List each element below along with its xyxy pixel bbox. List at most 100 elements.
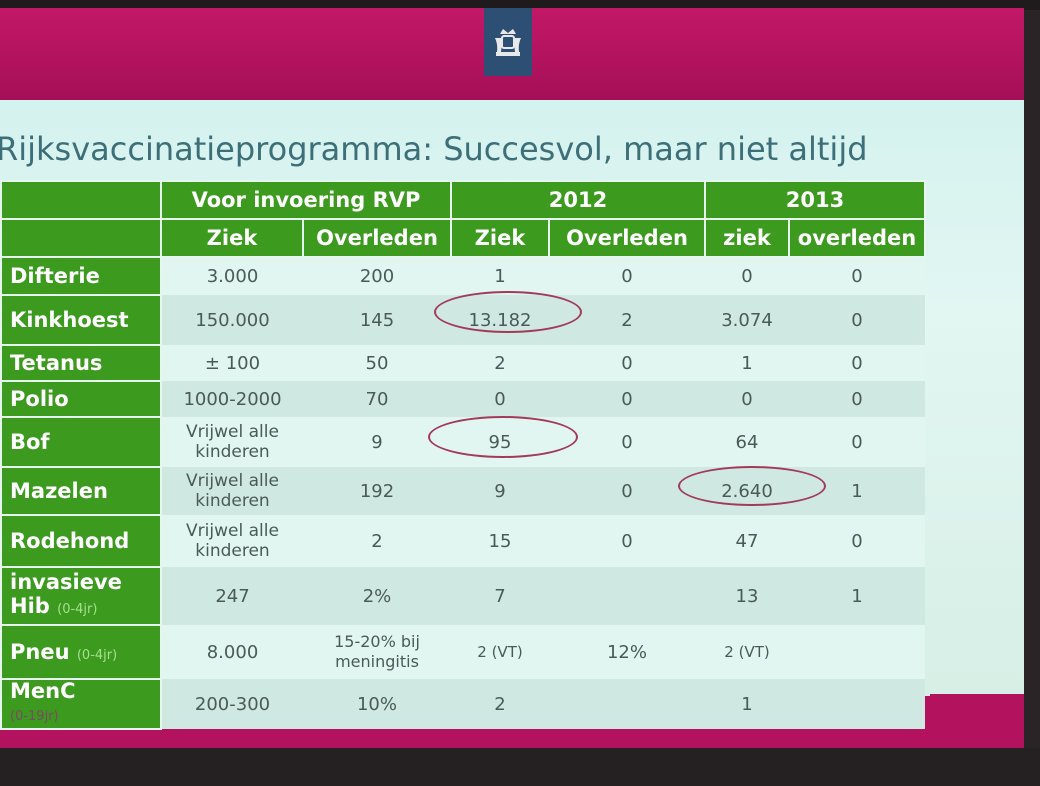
sub-header-row: Ziek Overleden Ziek Overleden ziek overl… (0, 218, 926, 258)
table-cell: 2 (303, 515, 451, 567)
table-cell: 0 (789, 417, 925, 467)
crown-coat-of-arms-icon (495, 29, 521, 56)
table-cell: 192 (303, 467, 451, 515)
table-cell: 2 (451, 679, 549, 729)
table-cell: 9 (303, 417, 451, 467)
table-cell: 7 (451, 567, 549, 625)
table-cell: 2% (303, 567, 451, 625)
table-cell (789, 625, 925, 679)
group-header-2013: 2013 (704, 180, 926, 220)
row-label: Rodehond (0, 514, 162, 568)
highlight-circle-kinkhoest (434, 291, 582, 333)
table-cell: 200-300 (161, 679, 303, 729)
table-cell: 0 (549, 345, 705, 381)
table-cell: Vrijwel alle kinderen (161, 515, 303, 567)
group-header-row: Voor invoering RVP 2012 2013 (0, 180, 926, 220)
age-note: (0-4jr) (76, 648, 118, 663)
table-row: invasieve Hib (0-4jr) 247 2% 7 13 1 (0, 566, 925, 626)
table-cell: 0 (549, 381, 705, 417)
table-row: Rodehond Vrijwel alle kinderen 2 15 0 47… (0, 514, 925, 568)
table-cell: 1 (451, 257, 549, 295)
sub-header: Ziek (160, 218, 304, 258)
table-cell: 47 (705, 515, 789, 567)
table-cell: 2 (451, 345, 549, 381)
row-label: Bof (0, 416, 162, 468)
table-cell: 8.000 (161, 625, 303, 679)
slide-title: Rijksvaccinatieprogramma: Succesvol, maa… (0, 130, 868, 168)
table-row: Pneu (0-4jr) 8.000 15-20% bij meningitis… (0, 624, 925, 680)
slide-footer-corner (930, 694, 1024, 748)
sub-header: overleden (788, 218, 926, 258)
sub-header: Overleden (302, 218, 452, 258)
table-cell: 1 (705, 679, 789, 729)
table-cell (789, 679, 925, 729)
table-cell: Vrijwel alle kinderen (161, 467, 303, 515)
presentation-slide: Rijksvaccinatieprogramma: Succesvol, maa… (0, 8, 1024, 748)
age-note: (0-4jr) (57, 602, 98, 617)
table-cell: 0 (705, 381, 789, 417)
row-label: Polio (0, 380, 162, 418)
corner-cell (0, 218, 162, 258)
table-cell: 70 (303, 381, 451, 417)
bottom-frame (0, 748, 1040, 786)
table-row: Tetanus ± 100 50 2 0 1 0 (0, 344, 925, 382)
table-cell: 50 (303, 345, 451, 381)
highlight-circle-mazelen (678, 466, 826, 506)
table-cell: 0 (789, 381, 925, 417)
table-cell: 1000-2000 (161, 381, 303, 417)
table-cell: 0 (789, 295, 925, 345)
table-cell (549, 567, 705, 625)
table-cell: 3.000 (161, 257, 303, 295)
corner-cell (0, 180, 162, 220)
table-row: Kinkhoest 150.000 145 13.182 2 3.074 0 (0, 294, 925, 346)
table-cell: 64 (705, 417, 789, 467)
row-label: Kinkhoest (0, 294, 162, 346)
table-cell: 0 (789, 257, 925, 295)
table-cell: 0 (549, 467, 705, 515)
table-cell: 0 (549, 515, 705, 567)
logo (484, 8, 532, 76)
table-cell: 13 (705, 567, 789, 625)
group-header-2012: 2012 (450, 180, 706, 220)
table-cell: 3.074 (705, 295, 789, 345)
row-label: Pneu (0-4jr) (0, 624, 162, 680)
table-cell: 247 (161, 567, 303, 625)
table-cell: 200 (303, 257, 451, 295)
row-label: Tetanus (0, 344, 162, 382)
table-cell: 15-20% bij meningitis (303, 625, 451, 679)
table-cell: 10% (303, 679, 451, 729)
table-row: Mazelen Vrijwel alle kinderen 192 9 0 2.… (0, 466, 925, 516)
sub-header: Ziek (450, 218, 550, 258)
vaccination-table: Voor invoering RVP 2012 2013 Ziek Overle… (0, 180, 926, 730)
table-row: Difterie 3.000 200 1 0 0 0 (0, 256, 925, 296)
sub-header: ziek (704, 218, 790, 258)
group-header-before-rvp: Voor invoering RVP (160, 180, 452, 220)
top-frame (0, 0, 1040, 10)
table-cell: 0 (705, 257, 789, 295)
row-label: MenC (0-19jr) (0, 678, 162, 730)
highlight-circle-bof (428, 416, 578, 458)
table-cell: 15 (451, 515, 549, 567)
table-cell (549, 679, 705, 729)
table-cell: Vrijwel alle kinderen (161, 417, 303, 467)
row-label: Mazelen (0, 466, 162, 516)
row-label: invasieve Hib (0-4jr) (0, 566, 162, 626)
table-cell: 0 (789, 345, 925, 381)
table-cell: 145 (303, 295, 451, 345)
table-cell: 2 (VT) (705, 625, 789, 679)
table-cell: 150.000 (161, 295, 303, 345)
table-row: MenC (0-19jr) 200-300 10% 2 1 (0, 678, 925, 730)
table-cell: 0 (549, 257, 705, 295)
table-cell: 1 (705, 345, 789, 381)
table-cell: ± 100 (161, 345, 303, 381)
sub-header: Overleden (548, 218, 706, 258)
table-cell: 0 (789, 515, 925, 567)
table-row: Polio 1000-2000 70 0 0 0 0 (0, 380, 925, 418)
table-cell: 1 (789, 567, 925, 625)
table-cell: 12% (549, 625, 705, 679)
table-cell: 9 (451, 467, 549, 515)
table-cell: 2 (VT) (451, 625, 549, 679)
age-note: (0-19jr) (10, 709, 59, 724)
row-label: Difterie (0, 256, 162, 296)
table-cell: 0 (451, 381, 549, 417)
